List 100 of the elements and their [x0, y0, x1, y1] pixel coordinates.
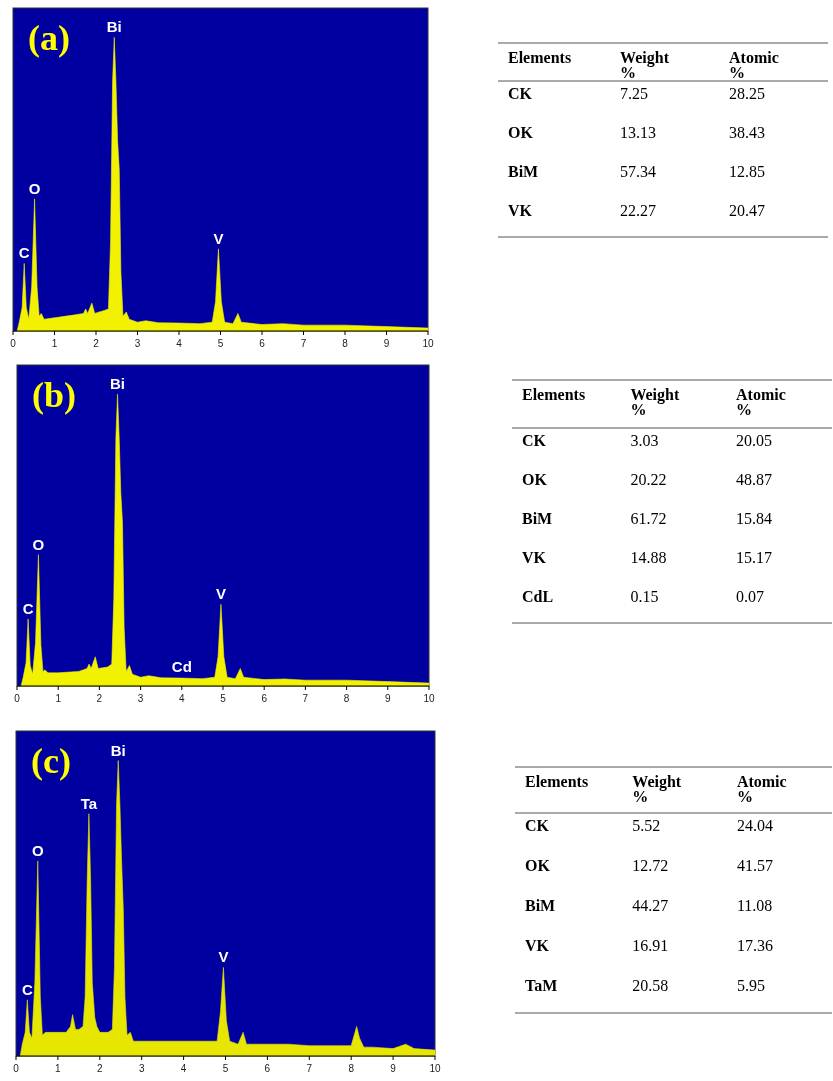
annotation: C: [22, 599, 34, 617]
x-tick-label: 8: [342, 338, 349, 349]
x-tick-label: 7: [306, 1063, 313, 1074]
text: 20.58: [632, 977, 669, 994]
x-tick-label: 6: [264, 1063, 271, 1074]
text: 17.36: [736, 937, 773, 954]
x-tick-label: 2: [96, 693, 103, 704]
x-tick-label: 0: [10, 338, 17, 349]
text: 61.72: [630, 510, 667, 527]
text: 5.95: [736, 977, 765, 994]
text: 5.52: [632, 817, 661, 834]
x-tick-label: 5: [220, 693, 227, 704]
category-label: TaM: [525, 977, 558, 994]
x-tick-label: 4: [180, 1063, 187, 1074]
text: 3.03: [630, 432, 659, 449]
category-label: Atomic %: [736, 386, 786, 418]
category-label: VK: [525, 937, 549, 954]
text: 41.57: [736, 857, 773, 874]
x-tick-label: 10: [429, 1063, 441, 1074]
category-label: Atomic %: [736, 773, 787, 805]
annotation: Ta: [80, 794, 98, 812]
annotation: Cd: [171, 658, 192, 676]
text: 57.34: [620, 163, 657, 180]
category-label: BiM: [522, 510, 553, 527]
x-tick-label: 9: [383, 338, 390, 349]
x-tick-label: 7: [300, 338, 307, 349]
annotation: Bi: [106, 18, 122, 36]
annotation: Bi: [110, 741, 126, 759]
annotation: V: [218, 948, 229, 966]
category-label: CK: [522, 432, 546, 449]
text: 12.85: [729, 163, 765, 180]
text: 0.15: [630, 588, 659, 605]
category-label: VK: [508, 202, 532, 219]
x-tick-label: 8: [348, 1063, 355, 1074]
text: 20.05: [736, 432, 772, 449]
x-tick-label: 5: [222, 1063, 229, 1074]
chart-title: (c): [31, 741, 71, 781]
category-label: Elements: [522, 386, 586, 403]
text: 48.87: [736, 471, 772, 488]
annotation: O: [31, 842, 44, 859]
category-label: CK: [508, 85, 532, 102]
category-label: Atomic %: [729, 49, 779, 81]
text: 28.25: [729, 85, 765, 102]
text: 7.25: [620, 85, 649, 102]
text: 24.04: [736, 817, 773, 834]
x-tick-label: 9: [390, 1063, 397, 1074]
text: 16.91: [632, 937, 669, 954]
category-label: Weight %: [630, 386, 680, 418]
x-tick-label: 0: [13, 1063, 20, 1074]
x-tick-label: 9: [385, 693, 392, 704]
annotation: V: [213, 229, 224, 247]
x-tick-label: 7: [302, 693, 309, 704]
category-label: CK: [525, 817, 549, 834]
x-tick-label: 1: [55, 693, 62, 704]
text: 11.08: [736, 897, 773, 914]
x-tick-label: 3: [137, 693, 144, 704]
chart-title: (b): [32, 375, 76, 415]
category-label: CdL: [522, 588, 554, 605]
text: 14.88: [630, 549, 667, 566]
category-label: OK: [522, 471, 547, 488]
annotation: Bi: [110, 375, 126, 393]
text: 13.13: [620, 124, 657, 141]
annotation: C: [21, 980, 33, 998]
x-tick-label: 3: [134, 338, 141, 349]
category-label: Weight %: [632, 773, 682, 805]
category-label: BiM: [508, 163, 539, 180]
x-tick-label: 2: [97, 1063, 104, 1074]
x-tick-label: 8: [343, 693, 350, 704]
category-label: VK: [522, 549, 546, 566]
text: 15.17: [736, 549, 772, 566]
x-tick-label: 1: [51, 338, 58, 349]
x-tick-label: 3: [138, 1063, 145, 1074]
text: 15.84: [736, 510, 772, 527]
text: 0.07: [736, 588, 764, 605]
x-tick-label: 6: [259, 338, 266, 349]
x-tick-label: 10: [422, 338, 434, 349]
x-tick-label: 1: [55, 1063, 62, 1074]
x-tick-label: 2: [93, 338, 100, 349]
category-label: Elements: [525, 773, 589, 790]
x-tick-label: 5: [217, 338, 224, 349]
text: 12.72: [632, 857, 669, 874]
category-label: BiM: [525, 897, 556, 914]
x-tick-label: 10: [423, 693, 435, 704]
text: 20.22: [630, 471, 667, 488]
chart-title: (a): [28, 18, 70, 58]
category-label: Weight %: [620, 49, 670, 81]
x-tick-label: 0: [14, 693, 21, 704]
text: 20.47: [729, 202, 765, 219]
annotation: O: [32, 535, 45, 553]
category-label: OK: [525, 857, 550, 874]
annotation: V: [215, 585, 226, 603]
annotation: C: [18, 244, 30, 262]
x-tick-label: 6: [261, 693, 268, 704]
text: 38.43: [729, 124, 765, 141]
x-tick-label: 4: [179, 693, 186, 704]
annotation: O: [28, 179, 41, 197]
text: 44.27: [632, 897, 669, 914]
x-tick-label: 4: [176, 338, 183, 349]
category-label: Elements: [508, 49, 572, 66]
text: 22.27: [620, 202, 657, 219]
